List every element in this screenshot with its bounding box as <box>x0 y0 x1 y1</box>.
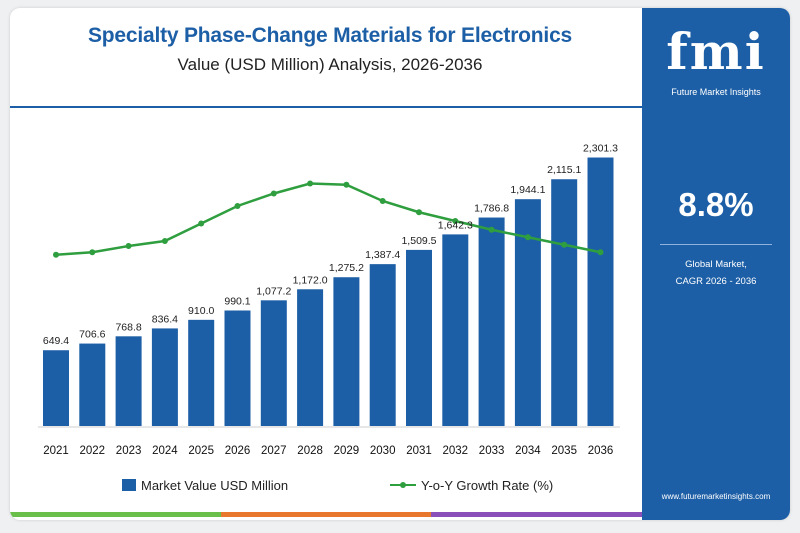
chart-plot: 649.4 2021 706.6 2022 768.8 2023 836.4 2024 910.… <box>38 143 620 493</box>
title-divider <box>10 106 642 108</box>
website-link[interactable]: www.futuremarketinsights.com <box>661 492 771 501</box>
growth-point-2034 <box>524 234 531 241</box>
growth-point-2023 <box>125 243 132 249</box>
bar-2029 <box>333 277 360 426</box>
bar-value-label-2033: 1,786.8 <box>474 203 509 215</box>
cagr-label-line1: Global Market, <box>685 259 747 270</box>
growth-point-2035 <box>561 241 568 248</box>
bar-value-label-2026: 990.1 <box>224 295 250 307</box>
growth-point-2021 <box>53 251 59 258</box>
bar-value-label-2031: 1,509.5 <box>401 235 436 247</box>
x-tick-label-2022: 2022 <box>80 445 106 457</box>
bar-2033 <box>478 217 505 426</box>
cagr-label: Global Market, CAGR 2026 - 2036 <box>642 256 790 290</box>
legend-bar-swatch <box>122 479 136 491</box>
bar-2034 <box>514 199 541 426</box>
growth-point-2024 <box>161 238 168 244</box>
chart-card: Specialty Phase-Change Materials for Ele… <box>10 8 790 520</box>
bar-2026 <box>224 310 251 426</box>
stripe-orange <box>220 512 432 517</box>
bar-2023 <box>115 336 142 426</box>
bar-2031 <box>406 249 432 426</box>
legend-line-marker <box>400 482 406 488</box>
bar-value-label-2023: 768.8 <box>115 321 141 333</box>
x-tick-label-2029: 2029 <box>334 445 360 457</box>
bar-2036 <box>587 157 614 426</box>
growth-point-2033 <box>488 226 495 233</box>
x-tick-label-2030: 2030 <box>370 445 396 457</box>
bar-value-label-2032: 1,642.3 <box>438 219 473 231</box>
bar-value-label-2035: 2,115.1 <box>547 164 581 176</box>
x-tick-label-2023: 2023 <box>116 445 142 457</box>
chart-title: Specialty Phase-Change Materials for Ele… <box>87 24 573 47</box>
cagr-label-line2: CAGR 2026 - 2036 <box>675 276 757 287</box>
chart-subtitle: Value (USD Million) Analysis, 2026-2036 <box>177 55 483 74</box>
growth-point-2031 <box>416 209 422 216</box>
bar-2028 <box>297 289 324 426</box>
x-tick-label-2034: 2034 <box>515 445 541 457</box>
fmi-logo: fmi <box>666 22 766 81</box>
legend-bar-label: Market Value USD Million <box>141 478 288 493</box>
bar-2021 <box>43 350 69 426</box>
labels-layer: 649.4 2021 706.6 2022 768.8 2023 836.4 2024 910.… <box>43 143 618 457</box>
growth-point-2025 <box>198 220 205 227</box>
growth-rate-line <box>55 182 601 256</box>
bar-2030 <box>369 264 396 426</box>
legend: Market Value USD Million Y-o-Y Growth Ra… <box>122 478 553 493</box>
x-tick-label-2031: 2031 <box>406 445 432 457</box>
stripe-green <box>10 512 221 517</box>
legend-line-label: Y-o-Y Growth Rate (%) <box>421 478 553 493</box>
growth-line-layer <box>53 180 604 258</box>
x-tick-label-2033: 2033 <box>479 445 505 457</box>
bar-value-label-2028: 1,172.0 <box>293 274 328 286</box>
growth-point-2036 <box>597 249 604 256</box>
cagr-divider <box>660 244 772 245</box>
bar-value-label-2030: 1,387.4 <box>365 249 400 261</box>
bar-2022 <box>79 343 106 426</box>
bar-2032 <box>442 234 469 426</box>
x-tick-label-2032: 2032 <box>443 445 469 457</box>
x-tick-label-2035: 2035 <box>551 445 577 457</box>
x-tick-label-2025: 2025 <box>188 445 214 457</box>
bar-value-label-2029: 1,275.2 <box>329 262 364 274</box>
growth-point-2022 <box>89 249 96 256</box>
x-tick-label-2021: 2021 <box>43 445 69 457</box>
growth-point-2030 <box>379 198 386 204</box>
growth-point-2032 <box>452 218 459 224</box>
stripe-purple <box>431 512 643 517</box>
x-tick-label-2028: 2028 <box>297 445 323 457</box>
x-tick-label-2024: 2024 <box>152 445 178 457</box>
bottom-color-stripe <box>10 512 643 517</box>
growth-point-2029 <box>343 181 350 188</box>
bars-layer <box>43 157 614 426</box>
bar-value-label-2027: 1,077.2 <box>256 285 291 297</box>
bar-2024 <box>151 328 178 426</box>
bar-value-label-2034: 1,944.1 <box>510 184 545 196</box>
growth-point-2027 <box>270 190 277 197</box>
x-tick-label-2027: 2027 <box>261 445 287 457</box>
growth-point-2028 <box>307 180 314 187</box>
bar-value-label-2022: 706.6 <box>79 329 105 341</box>
bar-value-label-2021: 649.4 <box>43 335 69 347</box>
bar-value-label-2024: 836.4 <box>152 313 178 325</box>
logo-tagline: Future Market Insights <box>671 87 761 97</box>
bar-2027 <box>260 300 287 426</box>
x-tick-label-2026: 2026 <box>225 445 251 457</box>
x-tick-label-2036: 2036 <box>588 445 614 457</box>
growth-point-2026 <box>234 203 241 209</box>
bar-value-label-2025: 910.0 <box>188 305 214 317</box>
bar-2025 <box>188 319 215 426</box>
side-panel: fmi Future Market Insights 8.8% Global M… <box>642 8 790 520</box>
cagr-value: 8.8% <box>678 186 754 223</box>
bar-value-label-2036: 2,301.3 <box>583 143 618 155</box>
bar-2035 <box>551 179 578 426</box>
